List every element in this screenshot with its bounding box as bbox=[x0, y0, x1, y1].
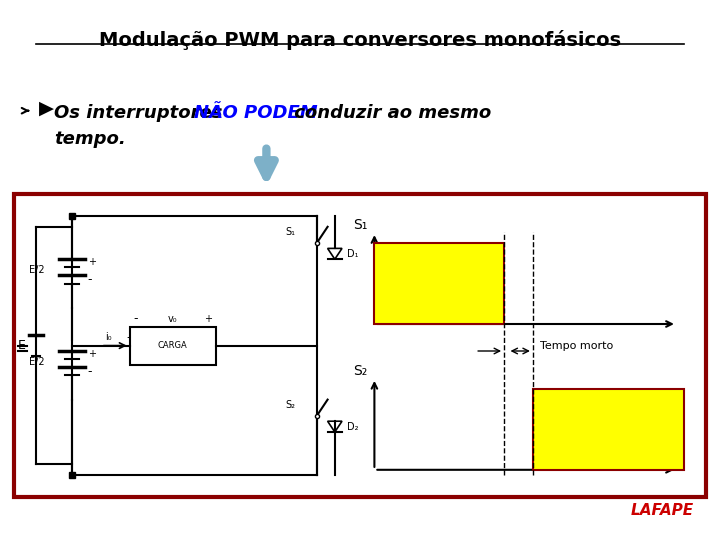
Text: LAFAPE: LAFAPE bbox=[631, 503, 694, 518]
Text: NÃO PODEM: NÃO PODEM bbox=[194, 104, 318, 122]
Text: -: - bbox=[88, 273, 92, 286]
Text: CARGA: CARGA bbox=[158, 341, 188, 350]
Bar bbox=[533, 389, 684, 470]
Text: E/2: E/2 bbox=[29, 265, 45, 275]
Text: +: + bbox=[88, 257, 96, 267]
Text: S₁: S₁ bbox=[353, 218, 367, 232]
Text: S₂: S₂ bbox=[285, 400, 295, 410]
Text: Modulação PWM para conversores monofásicos: Modulação PWM para conversores monofásic… bbox=[99, 30, 621, 50]
Text: D₁: D₁ bbox=[347, 249, 359, 259]
Text: v₀: v₀ bbox=[168, 314, 178, 323]
Text: Tempo morto: Tempo morto bbox=[540, 341, 613, 350]
Text: +: + bbox=[88, 349, 96, 359]
Text: tempo.: tempo. bbox=[54, 130, 126, 147]
Bar bbox=[130, 327, 216, 364]
Text: E/2: E/2 bbox=[29, 357, 45, 367]
Text: -: - bbox=[88, 365, 92, 378]
Text: S₁: S₁ bbox=[285, 227, 295, 237]
Text: conduzir ao mesmo: conduzir ao mesmo bbox=[288, 104, 491, 122]
Text: E: E bbox=[18, 339, 25, 352]
Text: -: - bbox=[133, 312, 138, 325]
Bar bbox=[374, 243, 504, 324]
Text: D₂: D₂ bbox=[347, 422, 359, 431]
Text: Os interruptores: Os interruptores bbox=[54, 104, 229, 122]
Text: -: - bbox=[126, 331, 130, 344]
Bar bbox=[14, 194, 706, 497]
Text: S₂: S₂ bbox=[353, 364, 367, 378]
Text: +: + bbox=[204, 314, 212, 323]
Text: i₀: i₀ bbox=[104, 333, 112, 342]
Text: $\blacktriangleright$: $\blacktriangleright$ bbox=[35, 98, 55, 118]
